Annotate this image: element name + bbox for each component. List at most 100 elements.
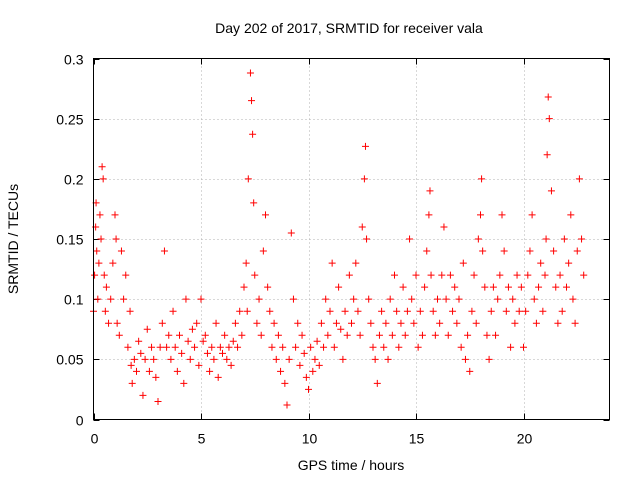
data-point <box>436 319 444 327</box>
data-point <box>105 319 113 327</box>
data-point <box>246 69 254 77</box>
data-point <box>188 325 196 333</box>
y-tick-label: 0.05 <box>56 352 83 368</box>
data-point <box>243 307 251 315</box>
data-point <box>461 355 469 363</box>
data-point <box>219 349 226 357</box>
data-point <box>242 259 250 267</box>
data-point <box>281 379 289 387</box>
data-point <box>496 271 504 279</box>
data-point <box>466 367 474 375</box>
data-point <box>332 319 340 327</box>
data-point <box>457 343 465 351</box>
data-point <box>107 295 115 303</box>
data-point <box>339 355 347 363</box>
plot-frame <box>93 58 610 420</box>
data-point <box>199 337 207 345</box>
data-point <box>148 343 156 351</box>
data-point <box>438 271 446 279</box>
data-point <box>124 343 132 351</box>
data-point <box>113 319 121 327</box>
data-point <box>386 295 394 303</box>
data-point <box>152 373 160 381</box>
data-point <box>184 337 192 345</box>
data-point <box>530 295 538 303</box>
data-point <box>109 259 117 267</box>
data-point <box>489 283 497 291</box>
data-point <box>255 295 263 303</box>
data-point <box>182 295 190 303</box>
data-point <box>418 331 426 339</box>
data-point <box>130 355 138 363</box>
data-point <box>431 331 439 339</box>
data-point <box>221 331 229 339</box>
data-point <box>474 235 482 243</box>
y-tick-label: 0.1 <box>64 292 84 308</box>
data-point <box>127 361 135 369</box>
data-point <box>434 295 441 303</box>
data-point <box>210 355 218 363</box>
data-point <box>317 319 325 327</box>
data-point <box>272 355 280 363</box>
data-point <box>270 319 278 327</box>
data-point <box>365 295 373 303</box>
data-point <box>378 307 386 315</box>
data-point <box>442 295 450 303</box>
data-point <box>186 355 194 363</box>
data-point <box>287 229 295 237</box>
data-point <box>249 130 257 138</box>
data-point <box>539 307 547 315</box>
data-point <box>120 295 128 303</box>
data-point <box>532 319 540 327</box>
data-point <box>354 307 362 315</box>
data-point <box>298 331 306 339</box>
data-point <box>156 343 164 351</box>
data-point <box>248 97 256 105</box>
data-point <box>507 343 515 351</box>
x-tick-label: 10 <box>302 431 318 447</box>
data-point <box>193 319 201 327</box>
data-point <box>274 331 282 339</box>
data-point <box>99 175 107 183</box>
data-point <box>294 319 302 327</box>
data-point <box>384 355 392 363</box>
y-axis-label: SRMTID / TECUs <box>5 184 21 294</box>
data-point <box>328 259 336 267</box>
data-point <box>515 307 523 315</box>
y-axis: 0 0.05 0.1 0.15 0.2 0.25 0.3 <box>56 52 610 429</box>
data-point <box>128 379 136 387</box>
data-point <box>403 307 411 315</box>
data-point <box>145 367 153 375</box>
y-tick-label: 0.2 <box>64 172 84 188</box>
data-point <box>326 307 334 315</box>
data-point <box>350 295 358 303</box>
data-point <box>178 349 186 357</box>
data-point <box>93 247 101 255</box>
data-point <box>126 307 134 315</box>
data-point <box>238 331 246 339</box>
data-point <box>154 397 162 405</box>
data-point <box>408 295 416 303</box>
data-point <box>580 271 588 279</box>
data-point <box>343 331 351 339</box>
x-axis: 0 5 10 15 20 <box>91 58 532 447</box>
data-point <box>141 355 149 363</box>
data-point <box>253 319 261 327</box>
data-point <box>133 367 140 375</box>
data-point <box>554 319 562 327</box>
data-point <box>556 271 564 279</box>
data-point <box>522 307 530 315</box>
data-point <box>98 163 106 171</box>
data-point <box>558 307 566 315</box>
data-point <box>451 283 459 291</box>
data-point <box>91 271 99 279</box>
data-point <box>578 235 586 243</box>
data-point <box>369 343 377 351</box>
data-point <box>485 355 493 363</box>
data-point <box>158 319 166 327</box>
data-point <box>423 247 431 255</box>
data-point <box>375 331 383 339</box>
data-point <box>352 259 360 267</box>
data-point <box>191 343 199 351</box>
data-point <box>137 349 145 357</box>
